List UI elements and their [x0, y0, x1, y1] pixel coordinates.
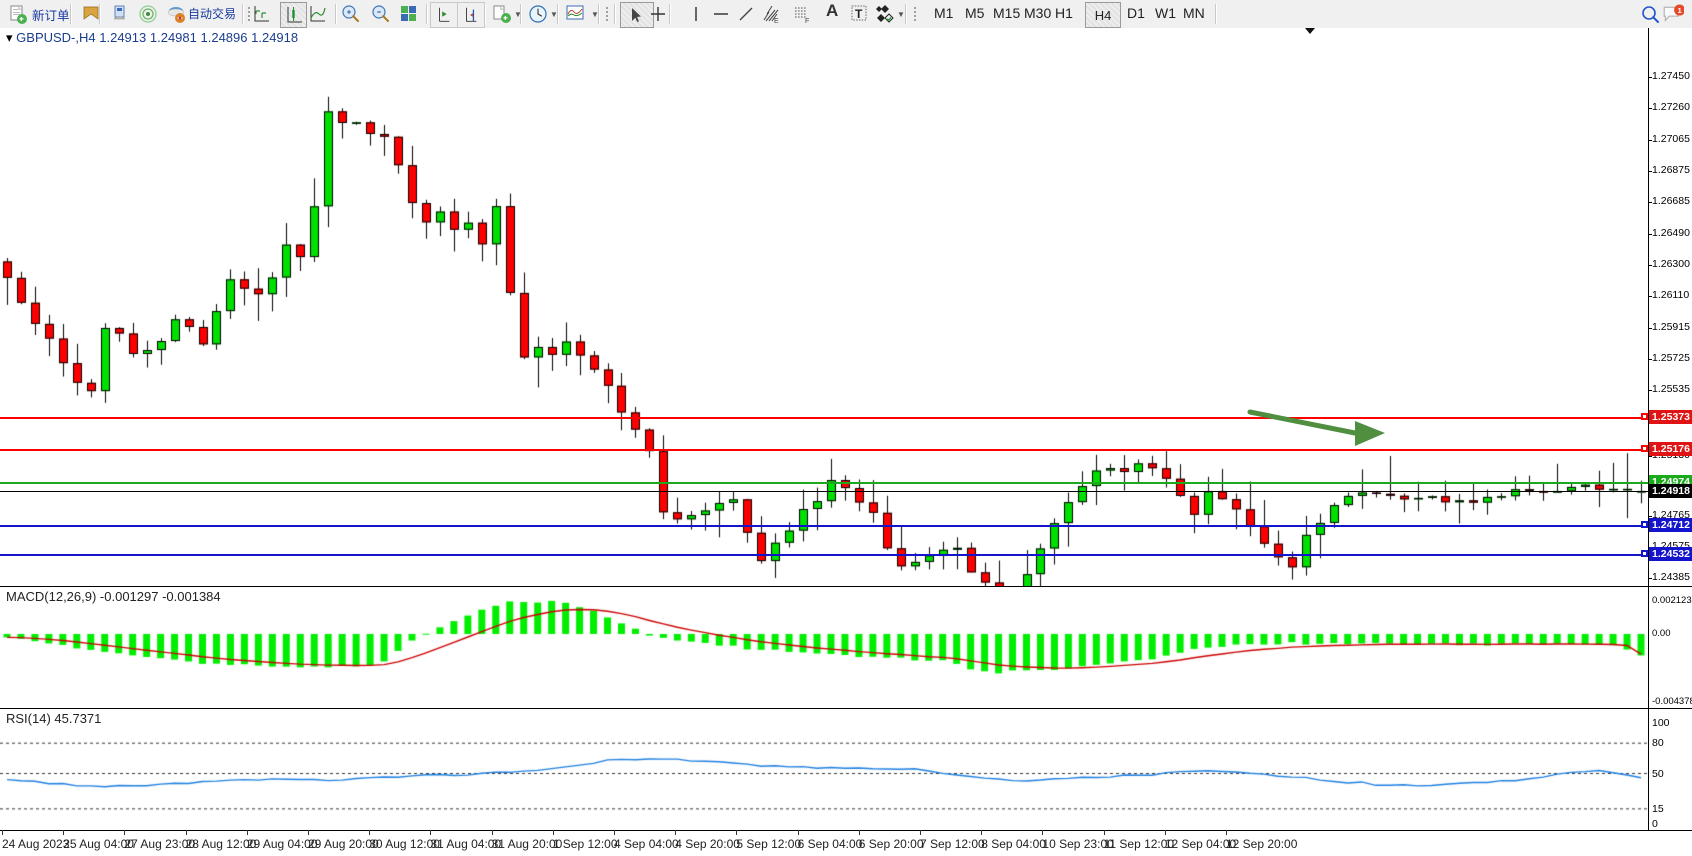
svg-text:E: E [774, 18, 779, 24]
svg-text:1: 1 [1677, 6, 1682, 15]
svg-text:F: F [805, 18, 809, 24]
svg-text:T: T [855, 7, 863, 21]
